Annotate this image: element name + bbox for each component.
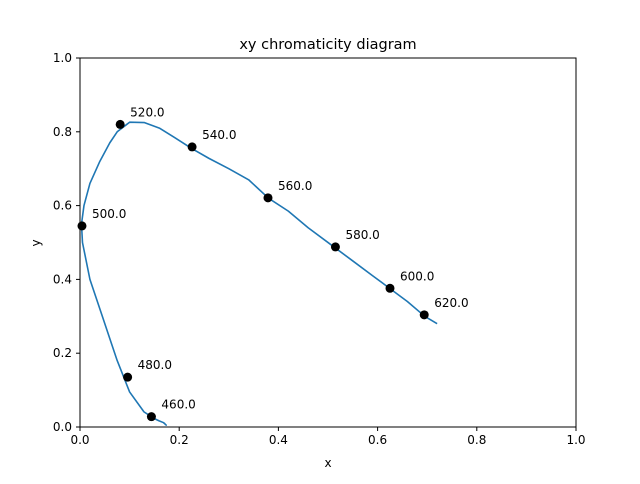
y-tick-label: 1.0 [53,51,72,65]
wavelength-label: 520.0 [130,105,164,119]
wavelength-point [263,193,273,203]
wavelength-label: 580.0 [345,228,379,242]
spectral-locus-line [80,121,438,426]
wavelength-label: 480.0 [138,358,172,372]
x-axis-label: x [324,456,331,470]
wavelength-label: 500.0 [92,207,126,221]
wavelength-point [123,372,133,382]
wavelength-label: 600.0 [400,269,434,283]
wavelength-point [330,242,340,252]
wavelength-point [187,142,197,152]
chart-title: xy chromaticity diagram [239,37,416,53]
y-tick-label: 0.0 [53,420,72,434]
wavelength-label: 620.0 [434,296,468,310]
axis-ticks: 0.0 0.2 0.4 0.6 0.8 1.0 0.0 0.2 0.4 0.6 0.8 1.0 [53,51,586,447]
wavelength-label: 540.0 [202,128,236,142]
plot-frame [79,57,577,428]
x-tick-label: 0.6 [368,433,387,447]
spectral-locus [80,121,438,426]
wavelength-label: 560.0 [278,179,312,193]
wavelength-markers: 460.0 480.0 500.0 520.0 540.0 560.0 580.0 600.0… [77,105,469,422]
y-tick-label: 0.6 [53,199,72,213]
y-tick-label: 0.2 [53,346,72,360]
y-tick-label: 0.8 [53,125,72,139]
wavelength-point [77,221,87,231]
wavelength-point [419,310,429,320]
wavelength-label: 460.0 [161,398,195,412]
x-tick-label: 0.0 [70,433,89,447]
wavelength-point [115,119,125,129]
y-axis-label: y [29,239,43,246]
x-tick-label: 0.4 [269,433,288,447]
y-tick-label: 0.4 [53,272,72,286]
wavelength-point [146,412,156,422]
x-tick-label: 0.2 [170,433,189,447]
x-tick-label: 0.8 [467,433,486,447]
x-tick-label: 1.0 [566,433,585,447]
wavelength-point [385,283,395,293]
